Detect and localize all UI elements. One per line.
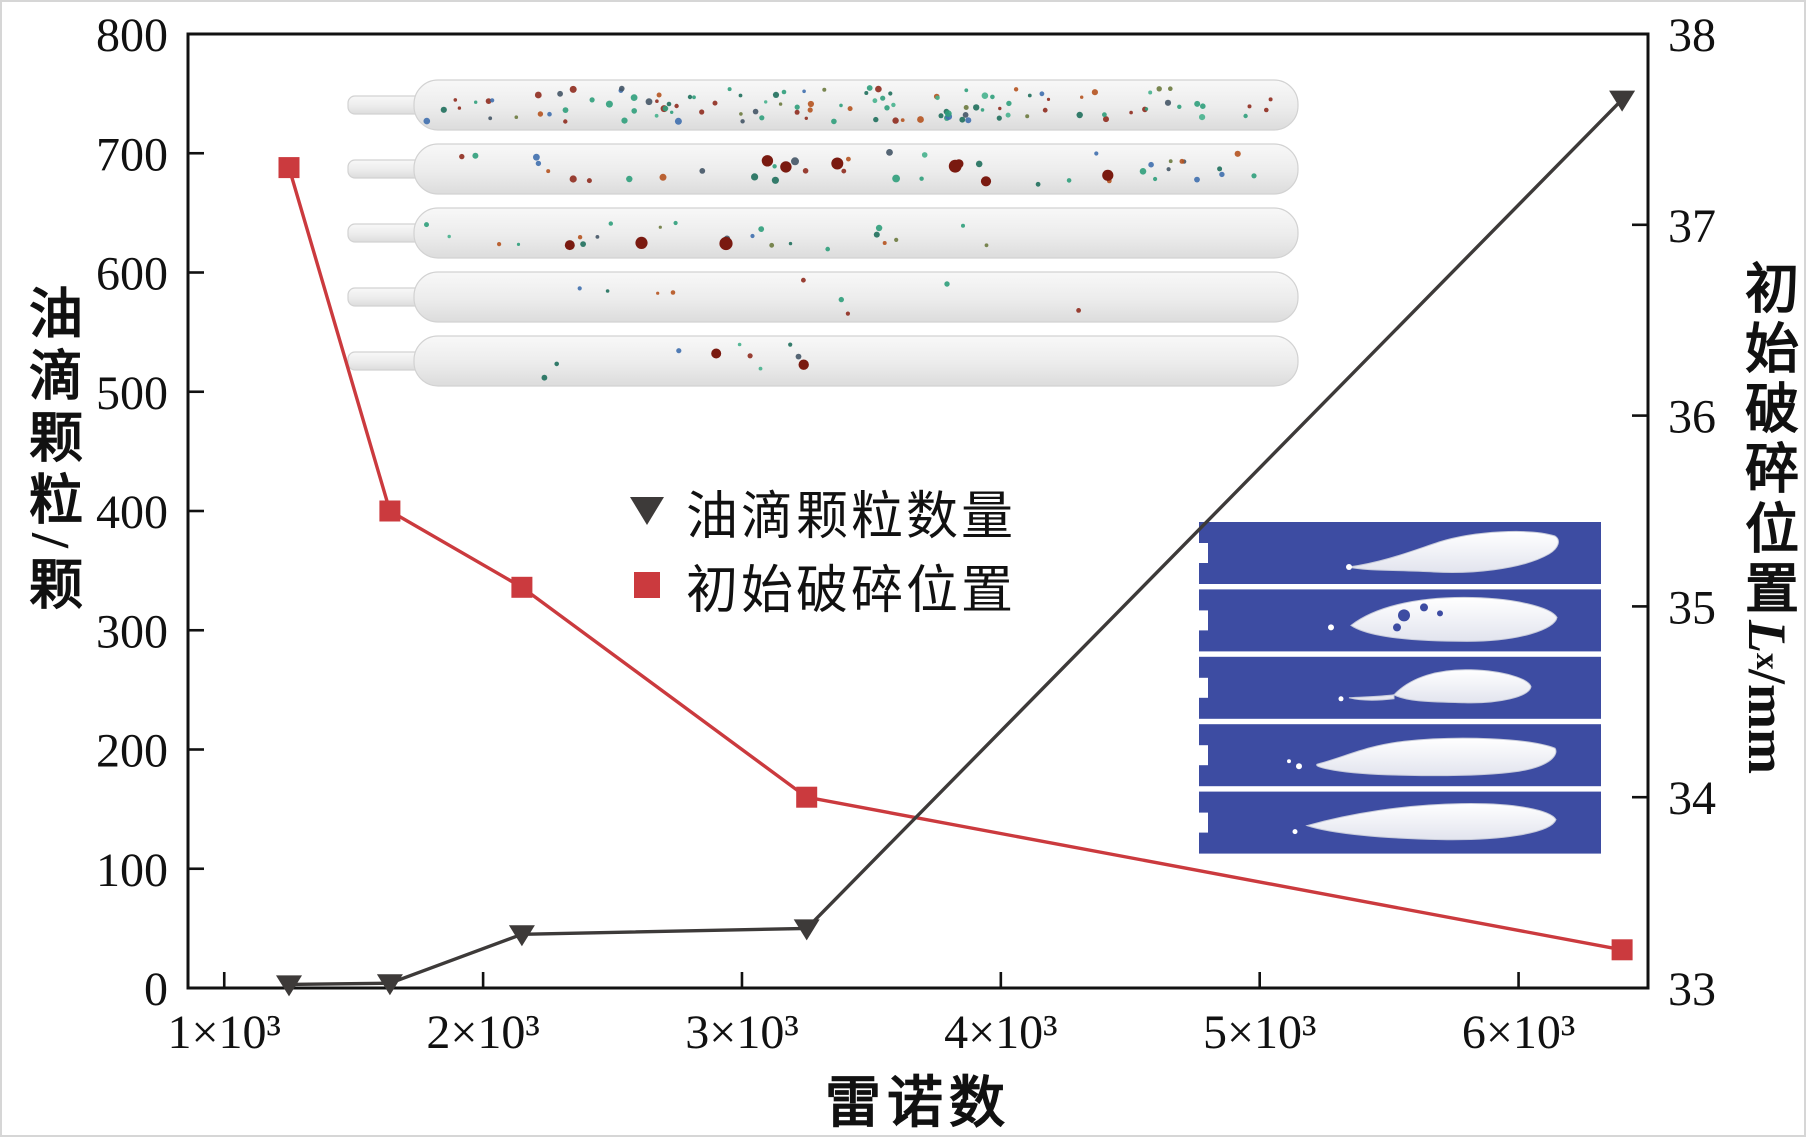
square-marker-icon xyxy=(634,572,660,598)
y-right-title-text: 初始破碎位置 xyxy=(1736,259,1797,620)
y-right-title-subscript: x xyxy=(1749,652,1786,670)
inset-jet-breakup-snapshots xyxy=(1199,522,1601,854)
data-point-triangle xyxy=(376,974,403,996)
x-tick-label: 4×10³ xyxy=(944,1006,1057,1059)
x-tick-label: 6×10³ xyxy=(1462,1006,1575,1059)
series-droplet-count xyxy=(276,90,1636,997)
y-left-tick-label: 400 xyxy=(96,486,168,539)
y-left-tick-label: 200 xyxy=(96,725,168,778)
data-point-triangle xyxy=(793,919,820,941)
y-left-tick-label: 100 xyxy=(96,844,168,897)
legend-label-breakup-position: 初始破碎位置 xyxy=(686,562,1017,620)
data-point-triangle xyxy=(508,925,535,947)
y-left-tick-label: 700 xyxy=(96,128,168,181)
y-right-tick-label: 33 xyxy=(1668,963,1716,1016)
x-tick-label: 1×10³ xyxy=(167,1006,280,1059)
x-tick-label: 3×10³ xyxy=(685,1006,798,1059)
y-left-tick-label: 600 xyxy=(96,248,168,301)
data-point-square xyxy=(796,786,818,808)
legend: 油滴颗粒数量 初始破碎位置 xyxy=(630,474,1016,622)
data-point-square xyxy=(1611,939,1633,961)
y-right-tick-label: 36 xyxy=(1668,391,1716,444)
data-point-triangle xyxy=(1609,90,1636,112)
x-axis-title: 雷诺数 xyxy=(825,1073,1011,1135)
data-point-square xyxy=(379,500,401,522)
y-left-tick-label: 500 xyxy=(96,367,168,420)
y-right-title-symbol: L xyxy=(1737,619,1797,653)
x-tick-label: 2×10³ xyxy=(426,1006,539,1059)
triangle-down-marker-icon xyxy=(630,497,664,525)
legend-item-droplet-count: 油滴颗粒数量 xyxy=(630,474,1016,548)
data-point-triangle xyxy=(276,975,302,997)
data-point-square xyxy=(278,157,300,179)
y-right-tick-label: 37 xyxy=(1668,200,1716,253)
y-left-tick-label: 800 xyxy=(96,9,168,62)
y-right-tick-label: 38 xyxy=(1668,9,1716,62)
series-breakup-position xyxy=(278,157,1633,961)
y-right-tick-label: 35 xyxy=(1668,581,1716,634)
x-tick-label: 5×10³ xyxy=(1203,1006,1316,1059)
axes: 1×10³ 2×10³ 3×10³ 4×10³ 5×10³ 6×10³ 0 100 200 300… xyxy=(96,9,1716,1059)
y-right-title-unit: /mm xyxy=(1737,669,1797,775)
legend-label-droplet-count: 油滴颗粒数量 xyxy=(686,488,1017,546)
legend-item-breakup-position: 初始破碎位置 xyxy=(630,548,1016,622)
inset-channel-droplet-snapshots xyxy=(347,79,1299,387)
y-right-tick-label: 34 xyxy=(1668,772,1716,825)
y-left-tick-label: 300 xyxy=(96,605,168,658)
y-axis-left-title: 油滴颗粒/颗 xyxy=(20,285,81,619)
y-left-tick-label: 0 xyxy=(144,963,168,1016)
data-point-square xyxy=(511,576,533,598)
